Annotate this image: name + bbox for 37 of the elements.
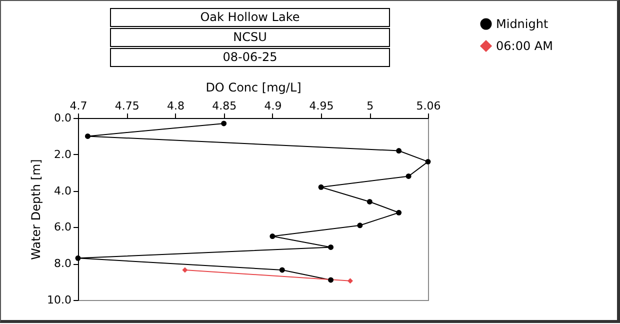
chart-title: Oak Hollow Lake [110, 8, 390, 27]
y-tick-label: 8.0 [54, 257, 72, 270]
y-tick-label: 10.0 [47, 294, 72, 306]
x-tick-label: 4.9 [264, 100, 282, 112]
point [396, 148, 402, 154]
point [357, 222, 363, 228]
legend-label: 06:00 AM [496, 39, 553, 53]
y-tick-label: 0.0 [54, 112, 72, 124]
x-axis-title: DO Conc [mg/L] [206, 80, 302, 94]
x-tick-label: 4.95 [309, 100, 334, 112]
point [406, 174, 412, 179]
legend-label: Midnight [496, 17, 548, 31]
point [221, 120, 227, 126]
y-tick-label: 6.0 [54, 220, 72, 234]
point [318, 184, 324, 190]
point [328, 277, 334, 283]
point [75, 255, 81, 261]
x-tick-label: 4.75 [114, 100, 140, 112]
x-tick-label: 5.06 [416, 100, 441, 112]
point [347, 278, 353, 284]
x-tick-label: 4.7 [70, 100, 88, 112]
point [366, 198, 372, 204]
point [84, 133, 90, 139]
x-tick-label: 4.85 [212, 100, 237, 112]
point [425, 158, 431, 164]
point [182, 267, 188, 273]
point [328, 244, 334, 250]
y-axis-title: Water Depth [m] [29, 159, 44, 260]
y-tick-label: 2.0 [54, 148, 72, 161]
point [279, 267, 285, 273]
point [270, 234, 276, 240]
point [396, 210, 402, 216]
x-tick-label: 4.8 [166, 100, 184, 112]
text: 08-06-25 [110, 48, 390, 67]
chart-subtitle: NCSU [110, 28, 390, 47]
x-tick-label: 5 [366, 100, 374, 112]
y-tick-label: 4.0 [54, 184, 72, 198]
